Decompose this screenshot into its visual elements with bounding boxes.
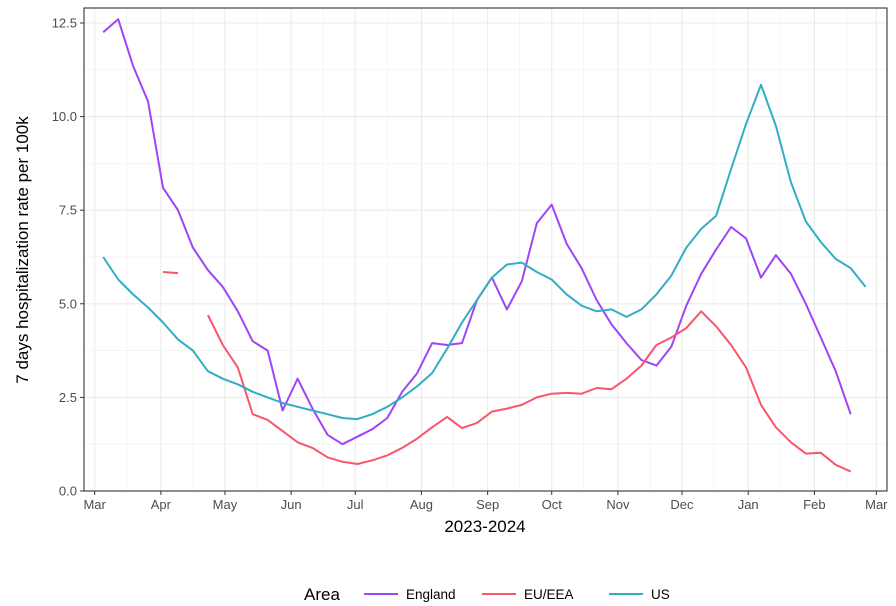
x-tick-label: Mar	[83, 497, 106, 512]
y-tick-label: 2.5	[59, 390, 77, 405]
y-tick-label: 5.0	[59, 296, 77, 311]
legend-label-england: England	[406, 587, 456, 602]
legend-label-us: US	[651, 587, 670, 602]
x-tick-label: Oct	[542, 497, 563, 512]
series-layer	[102, 18, 867, 473]
x-tick-label: Jan	[738, 497, 759, 512]
series-line-eu-eea	[162, 271, 179, 275]
series-line-eu-eea	[207, 310, 852, 473]
y-tick-label: 10.0	[52, 109, 77, 124]
y-axis: 0.0 2.5 5.0 7.5 10.0 12.5	[52, 15, 84, 499]
x-tick-label: Aug	[410, 497, 433, 512]
plot-border	[83, 7, 888, 492]
x-tick-label: Mar	[865, 497, 888, 512]
legend-title: Area	[304, 585, 340, 604]
y-axis-title: 7 days hospitalization rate per 100k	[13, 116, 32, 384]
y-tick-label: 12.5	[52, 15, 77, 30]
series-line-us	[102, 83, 867, 421]
legend: Area England EU/EEA US	[304, 585, 670, 604]
x-tick-label: Nov	[606, 497, 630, 512]
x-tick-label: Feb	[803, 497, 825, 512]
x-axis: Mar Apr May Jun Jul Aug Sep Oct Nov Dec Jan Feb Mar	[83, 491, 888, 512]
x-tick-label: Apr	[151, 497, 172, 512]
legend-label-eu-eea: EU/EEA	[524, 587, 574, 602]
grid-minor	[84, 8, 887, 491]
x-tick-label: Jun	[281, 497, 302, 512]
y-tick-label: 0.0	[59, 484, 77, 499]
y-tick-label: 7.5	[59, 203, 77, 218]
x-tick-label: May	[213, 497, 238, 512]
x-axis-title: 2023-2024	[444, 517, 525, 536]
plot-panel	[84, 8, 887, 491]
x-tick-label: Sep	[476, 497, 499, 512]
x-tick-label: Dec	[670, 497, 694, 512]
x-tick-label: Jul	[347, 497, 364, 512]
